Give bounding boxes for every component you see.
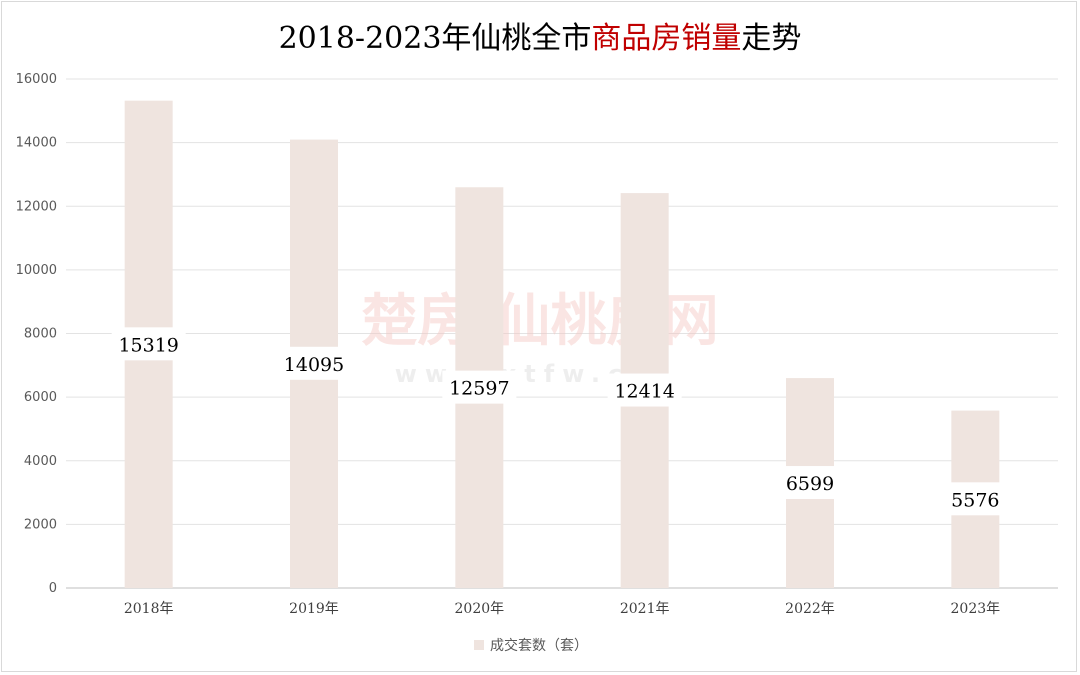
x-tick-label: 2018年: [124, 601, 174, 617]
x-tick-label: 2020年: [455, 601, 505, 617]
data-label-background: [111, 327, 186, 361]
x-axis-tick-labels: 2018年 2019年 2020年 2021年 2022年 2023年: [124, 601, 1000, 617]
data-label: 6599: [786, 473, 834, 495]
data-label: 12414: [614, 381, 674, 403]
title-part-2: 走势: [741, 21, 801, 56]
y-tick-label: 2000: [24, 517, 57, 532]
title-part-1: 商品房销量: [591, 21, 741, 56]
data-label-background: [779, 466, 841, 500]
y-tick-label: 6000: [24, 390, 57, 405]
x-tick-label: 2022年: [785, 601, 835, 617]
y-tick-label: 0: [49, 581, 57, 596]
data-label-background: [607, 373, 682, 407]
watermark-url: www.xtfw.cn: [395, 360, 656, 388]
data-label: 15319: [118, 334, 178, 356]
gridlines: [66, 78, 1058, 589]
data-label-background: [442, 370, 517, 404]
y-axis-tick-labels: 0 2000 4000 6000 8000 10000 12000 14000 16000: [16, 72, 57, 596]
title-part-0: 2018-2023年仙桃全市: [279, 21, 592, 56]
data-label-background: [944, 482, 1007, 516]
x-tick-label: 2023年: [951, 601, 1001, 617]
data-labels: 15319 14095 12597 12414 6599 5576: [111, 327, 1007, 516]
data-label: 12597: [449, 378, 509, 400]
data-label-background: [277, 346, 351, 380]
y-tick-label: 4000: [24, 454, 57, 469]
y-tick-label: 8000: [24, 327, 57, 342]
y-tick-label: 16000: [16, 72, 57, 87]
y-tick-label: 10000: [16, 263, 57, 278]
x-tick-label: 2021年: [620, 601, 670, 617]
legend-label: 成交套数（套）: [490, 637, 588, 654]
data-label: 14095: [284, 354, 344, 376]
data-label: 5576: [951, 489, 999, 511]
legend: 成交套数（套）: [474, 637, 588, 654]
y-tick-label: 12000: [16, 199, 57, 214]
legend-swatch: [474, 640, 484, 650]
chart-title: 2018-2023年仙桃全市商品房销量走势: [279, 21, 802, 56]
x-tick-label: 2019年: [289, 601, 339, 617]
y-tick-label: 14000: [16, 136, 57, 151]
